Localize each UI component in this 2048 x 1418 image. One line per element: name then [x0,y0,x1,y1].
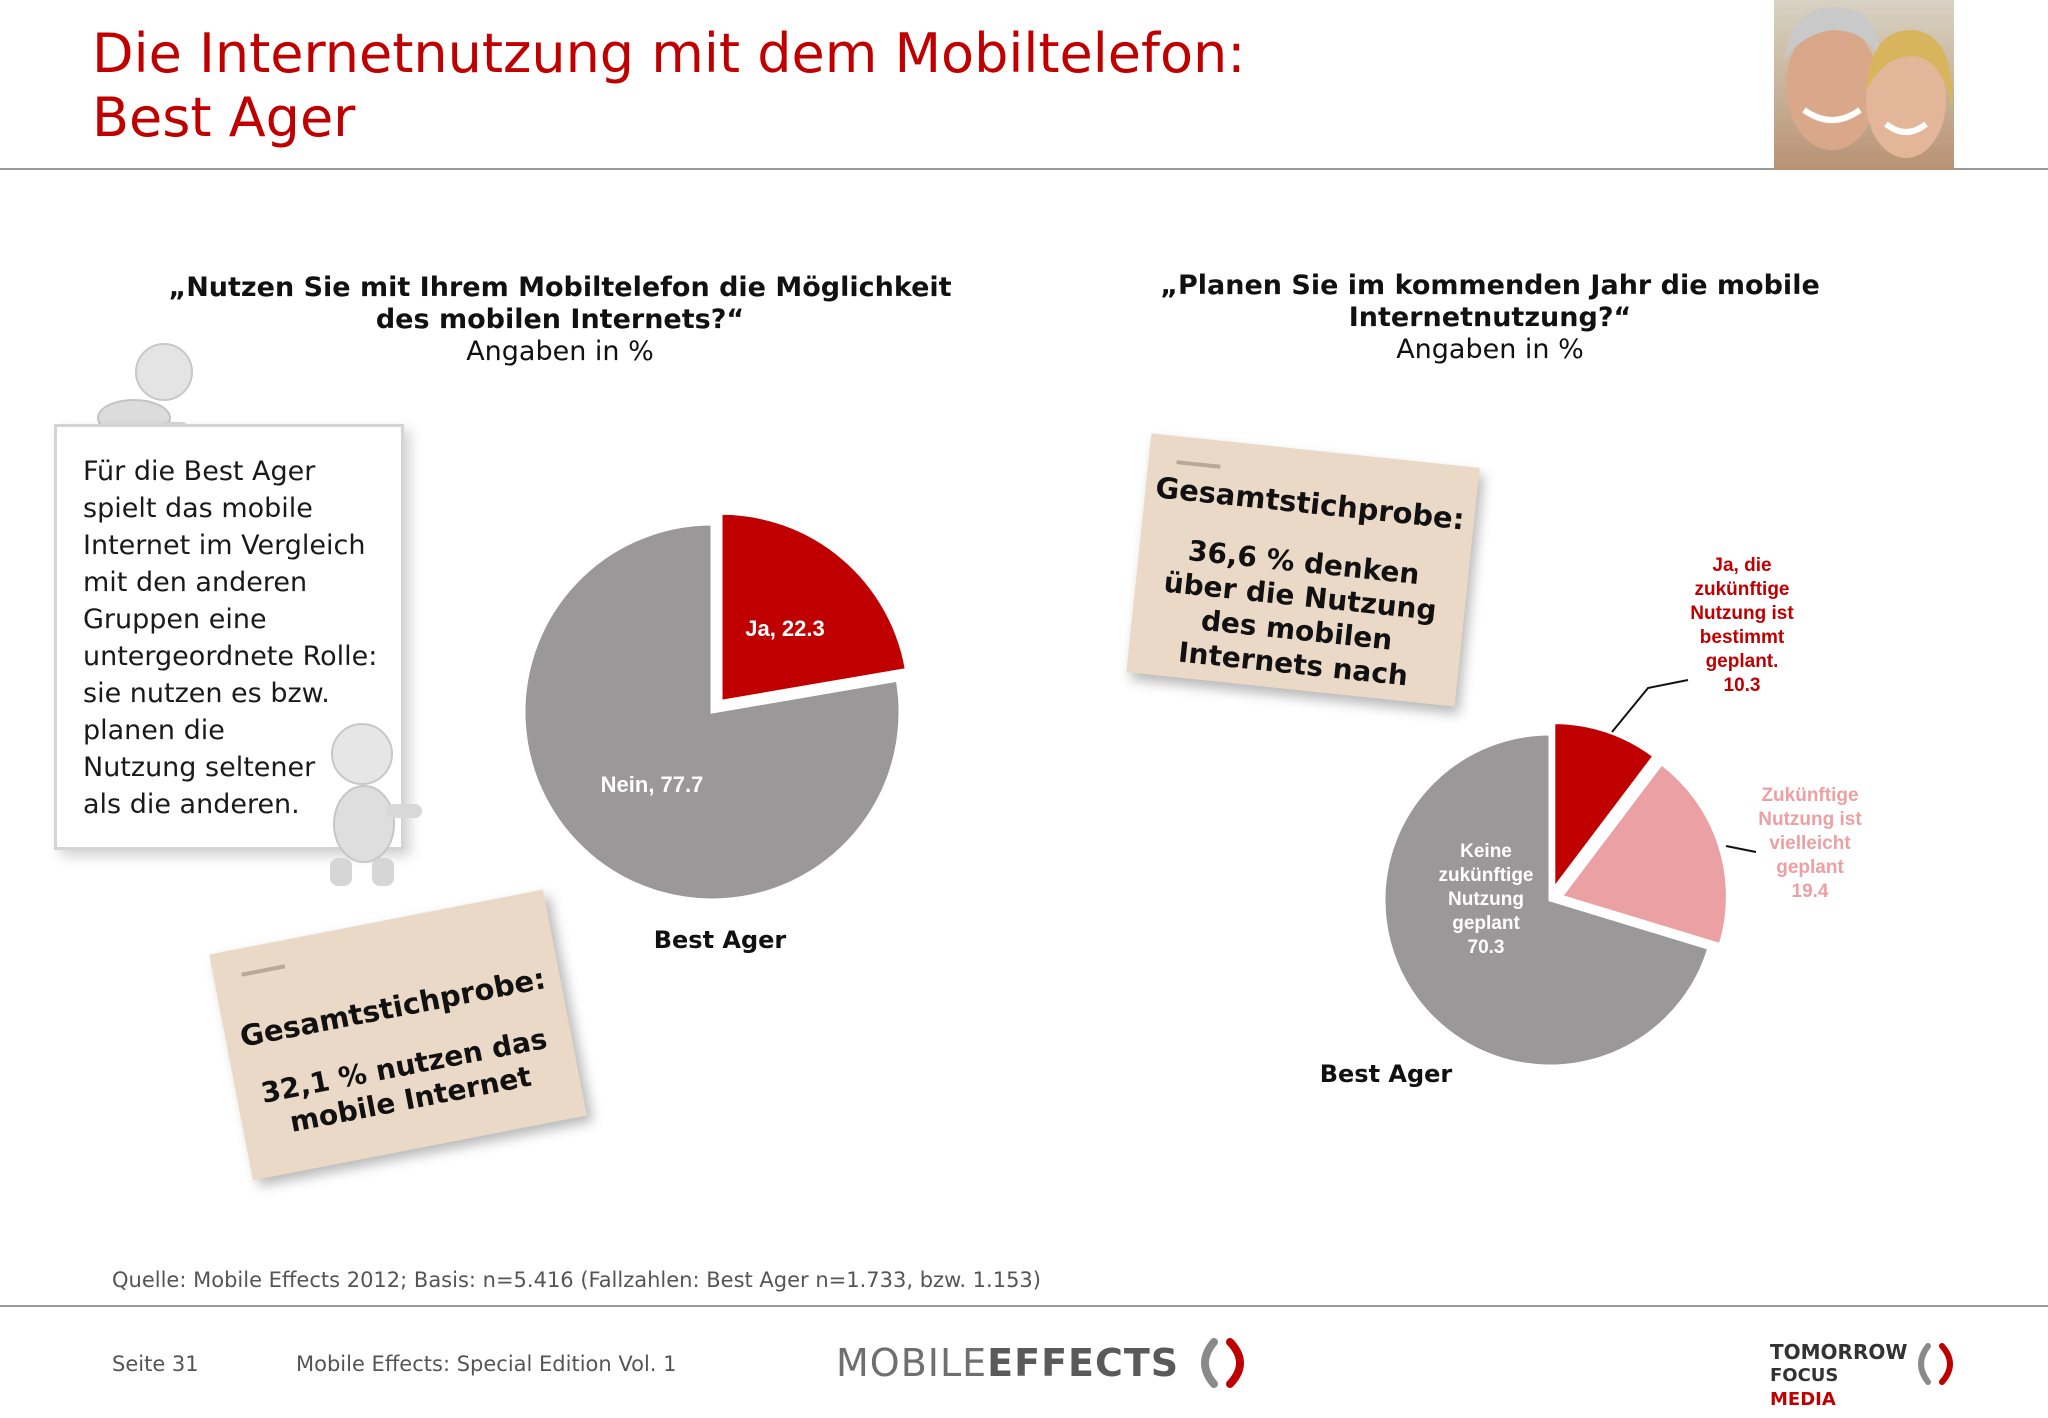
logo-effects-text: EFFECTS [987,1341,1180,1385]
chart-1-title-line-1: „Nutzen Sie mit Ihrem Mobiltelefon die M… [168,272,952,303]
logo-tf-focus: FOCUS [1770,1365,1839,1386]
chart-1-title-line-2: des mobilen Internets?“ [375,304,745,335]
logo-tf-line-1: TOMORROW [1770,1340,1908,1364]
chart-2-subtitle: Angaben in % [1396,334,1584,365]
pie-2-slice-2 [1558,761,1729,947]
pie-2-label-3: Keine zukünftige Nutzung geplant 70.3 [1439,841,1534,958]
leader-line-definitely [1611,679,1689,733]
note-line: spielt das mobile [83,493,313,524]
title-line-1: Die Internetnutzung mit dem Mobiltelefon… [92,22,1246,85]
note-line: Internet im Vergleich [83,530,366,561]
tomorrow-focus-logo: TOMORROW FOCUS MEDIA [1770,1340,1908,1412]
note-line: als die anderen. [83,789,300,820]
page-title: Die Internetnutzung mit dem Mobiltelefon… [92,22,1245,150]
tf-logo-bracket-icon [1918,1343,1953,1385]
note-line: sie nutzen es bzw. [83,678,330,709]
note-line: Gruppen eine [83,604,267,635]
chart-2-title-line-1: „Planen Sie im kommenden Jahr die mobile [1160,270,1820,301]
leader-line-maybe [1725,845,1757,853]
chart-2-title-line-2: Internetnutzung?“ [1348,302,1632,333]
note-line: Für die Best Ager [83,456,316,487]
header-divider [0,168,2048,170]
pie-2-xlabel: Best Ager [1320,1060,1453,1088]
pie-1-slice-1 [719,511,909,704]
title-line-2: Best Ager [92,86,356,149]
edition-label: Mobile Effects: Special Edition Vol. 1 [296,1352,677,1376]
figure-side-icon [330,723,422,886]
pie-2-slice-3 [1382,732,1711,1068]
pie-1-slice-2 [522,522,902,902]
couple-photo [1774,0,1954,170]
note-line: mit den anderen [83,567,308,598]
pie-chart-usage: Ja, 22.3 Nein, 77.7 Best Ager [522,511,909,954]
info-note-text: Für die Best Ager spielt das mobile Inte… [83,453,393,823]
pie-2-label-2: Zukünftige Nutzung ist vielleicht geplant 19… [1758,785,1862,902]
pie-2-label-1: Ja, die zukünftige Nutzung ist bestimmt gepl… [1690,555,1794,696]
mobile-effects-logo: MOBILEEFFECTS [836,1336,1254,1390]
pie-1-xlabel: Best Ager [654,926,787,954]
couple-photo-graphic [1784,7,1953,158]
note-line: Nutzung seltener [83,752,316,783]
logo-bracket-icon [1201,1338,1245,1388]
chart-1-subtitle: Angaben in % [466,336,654,367]
pie-1-label-1: Ja, 22.3 [745,616,825,641]
logo-tf-line-2: FOCUS MEDIA [1770,1364,1900,1412]
pie-1-label-2: Nein, 77.7 [601,772,704,797]
note-line: untergeordnete Rolle: [83,641,378,672]
chart-2-title: „Planen Sie im kommenden Jahr die mobile… [1060,270,1920,366]
source-note: Quelle: Mobile Effects 2012; Basis: n=5.… [112,1268,1041,1292]
logo-tf-media: MEDIA [1770,1389,1836,1410]
chart-1-title: „Nutzen Sie mit Ihrem Mobiltelefon die M… [110,272,1010,368]
pie-chart-plans: Ja, die zukünftige Nutzung ist bestimmt gepl… [1320,555,1863,1088]
info-note: Für die Best Ager spielt das mobile Inte… [54,424,404,850]
footer-divider [0,1305,2048,1307]
logo-mobile-text: MOBILE [836,1341,988,1385]
note-line: planen die [83,715,225,746]
pie-2-slice-1 [1552,721,1657,894]
page-number: Seite 31 [112,1352,199,1376]
